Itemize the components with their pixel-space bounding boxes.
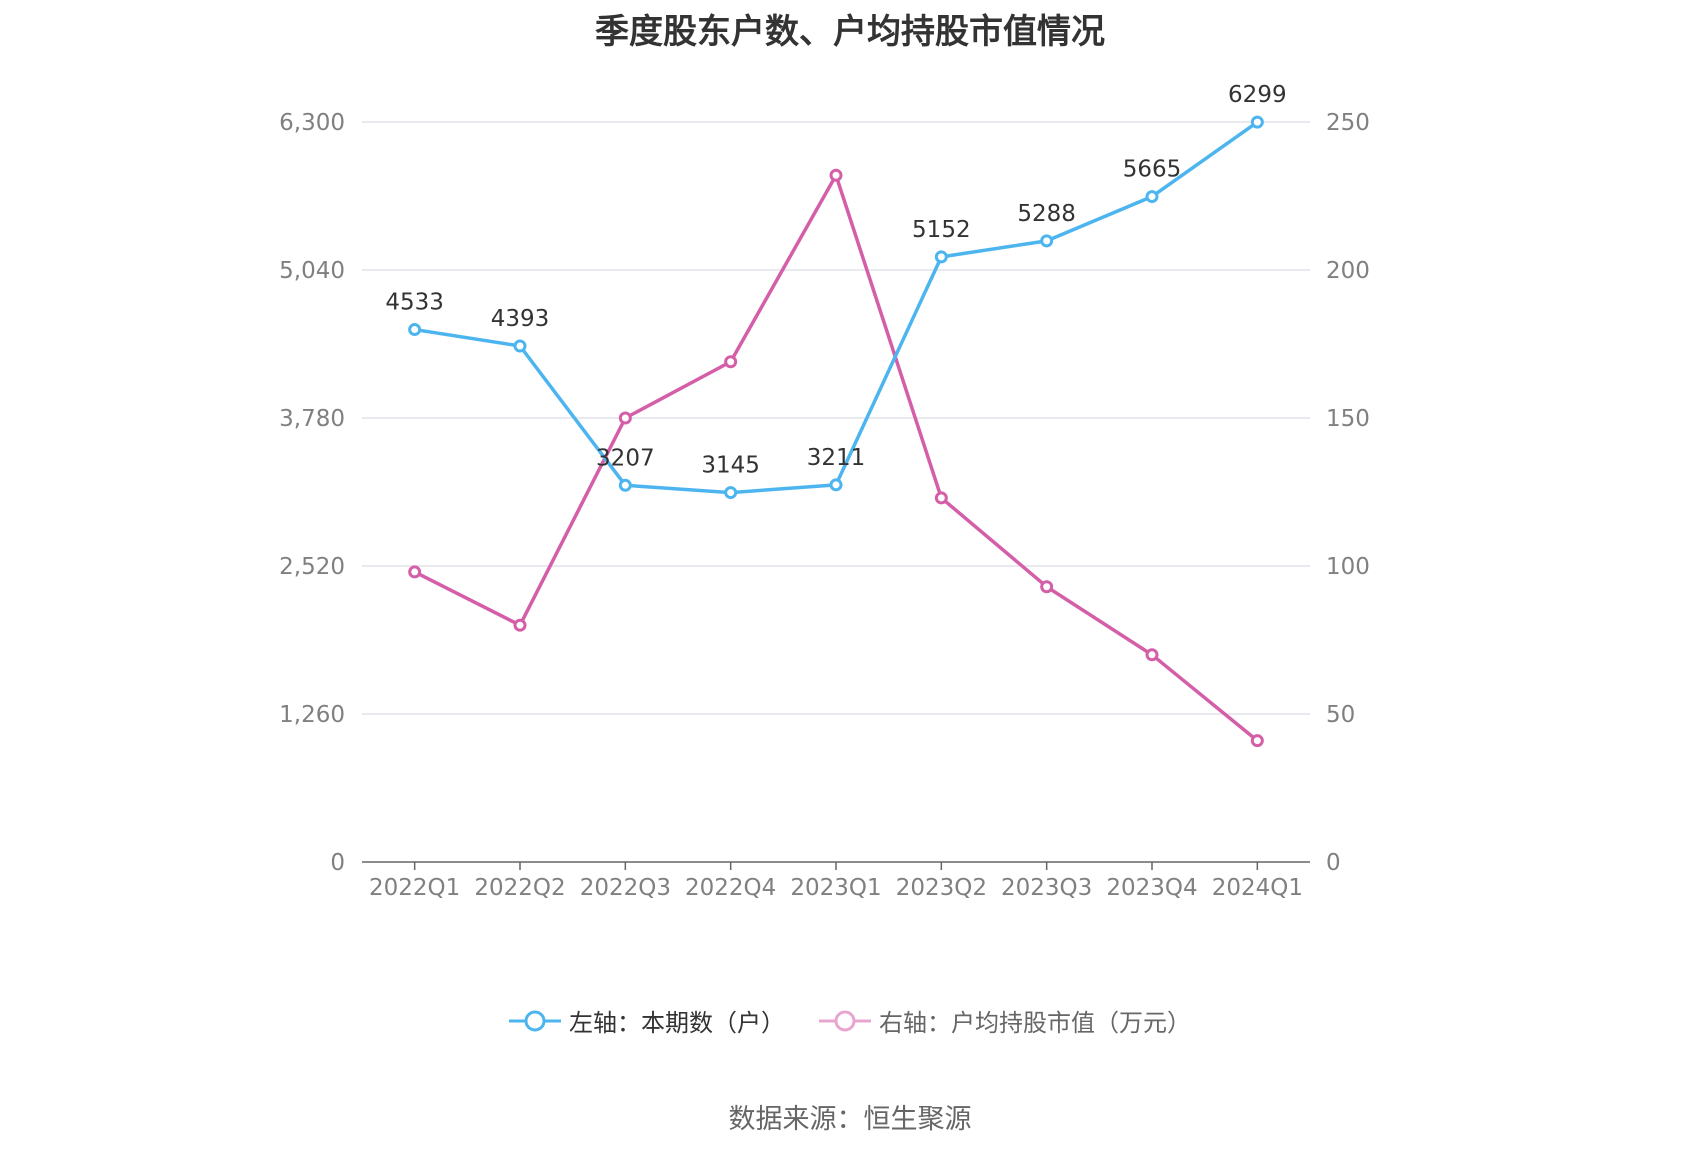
x-tick-label: 2022Q3 xyxy=(580,875,671,901)
data-point-left xyxy=(513,339,527,353)
legend: 左轴：本期数（户） 右轴：户均持股市值（万元） xyxy=(0,1003,1700,1038)
x-tick-label: 2023Q3 xyxy=(1001,875,1092,901)
x-tick-label: 2022Q1 xyxy=(369,875,460,901)
data-point-right xyxy=(513,618,527,632)
y-left-tick-label: 3,780 xyxy=(279,406,345,432)
data-label: 5152 xyxy=(912,217,971,243)
legend-right-marker-icon xyxy=(819,1010,871,1031)
data-point-left xyxy=(1250,115,1264,129)
y-left-tick-label: 1,260 xyxy=(279,702,345,728)
data-source: 数据来源：恒生聚源 xyxy=(728,1104,972,1135)
data-point-left xyxy=(829,478,843,492)
x-tick-label: 2022Q2 xyxy=(474,875,565,901)
data-point-right xyxy=(829,168,843,182)
data-point-right xyxy=(408,565,422,579)
data-point-left xyxy=(724,486,738,500)
data-point-left xyxy=(1145,190,1159,204)
series-lines xyxy=(413,120,1259,742)
legend-item-left-axis[interactable]: 左轴：本期数（户） xyxy=(509,1003,785,1038)
y-right-tick-label: 0 xyxy=(1326,850,1341,876)
data-label: 3145 xyxy=(701,453,760,479)
y-left-tick-label: 2,520 xyxy=(279,554,345,580)
data-labels: 4533 4393 3207 3145 3211 5152 5288 5665 6299 xyxy=(385,82,1286,478)
data-label: 3207 xyxy=(596,445,655,471)
y-right-tick-label: 200 xyxy=(1326,258,1370,284)
data-point-left xyxy=(934,250,948,264)
y-left-tick-label: 6,300 xyxy=(279,110,345,136)
data-point-right xyxy=(618,411,632,425)
chart-title: 季度股东户数、户均持股市值情况 xyxy=(595,12,1105,52)
data-point-right xyxy=(1145,648,1159,662)
data-point-right xyxy=(1250,734,1264,748)
y-right-tick-label: 100 xyxy=(1326,554,1370,580)
y-right-tick-label: 50 xyxy=(1326,702,1355,728)
x-tick-label: 2023Q4 xyxy=(1106,875,1197,901)
data-point-left xyxy=(618,478,632,492)
legend-left-marker-icon xyxy=(509,1010,561,1031)
axes: 0 0 1,260 50 2,520 100 3,780 150 5,040 200 6,300 25… xyxy=(279,110,1370,901)
x-tick-label: 2023Q1 xyxy=(790,875,881,901)
y-right-tick-label: 150 xyxy=(1326,406,1370,432)
data-point-left xyxy=(408,323,422,337)
data-label: 5665 xyxy=(1123,157,1182,183)
data-point-right xyxy=(1040,580,1054,594)
grid-lines xyxy=(362,121,1310,715)
data-label: 4393 xyxy=(491,306,550,332)
y-left-tick-label: 5,040 xyxy=(279,258,345,284)
legend-item-right-axis[interactable]: 右轴：户均持股市值（万元） xyxy=(819,1003,1191,1038)
x-tick-label: 2024Q1 xyxy=(1212,875,1303,901)
y-left-tick-label: 0 xyxy=(330,850,345,876)
data-point-left xyxy=(1040,234,1054,248)
data-label: 4533 xyxy=(385,290,444,316)
y-right-tick-label: 250 xyxy=(1326,110,1370,136)
data-point-right xyxy=(724,355,738,369)
data-label: 6299 xyxy=(1228,82,1287,108)
legend-right-label: 右轴：户均持股市值（万元） xyxy=(879,1009,1191,1037)
x-tick-label: 2022Q4 xyxy=(685,875,776,901)
data-label: 3211 xyxy=(807,445,866,471)
data-point-right xyxy=(934,491,948,505)
legend-left-label: 左轴：本期数（户） xyxy=(569,1009,785,1037)
series-points xyxy=(408,115,1264,748)
x-tick-label: 2023Q2 xyxy=(896,875,987,901)
data-label: 5288 xyxy=(1017,201,1076,227)
